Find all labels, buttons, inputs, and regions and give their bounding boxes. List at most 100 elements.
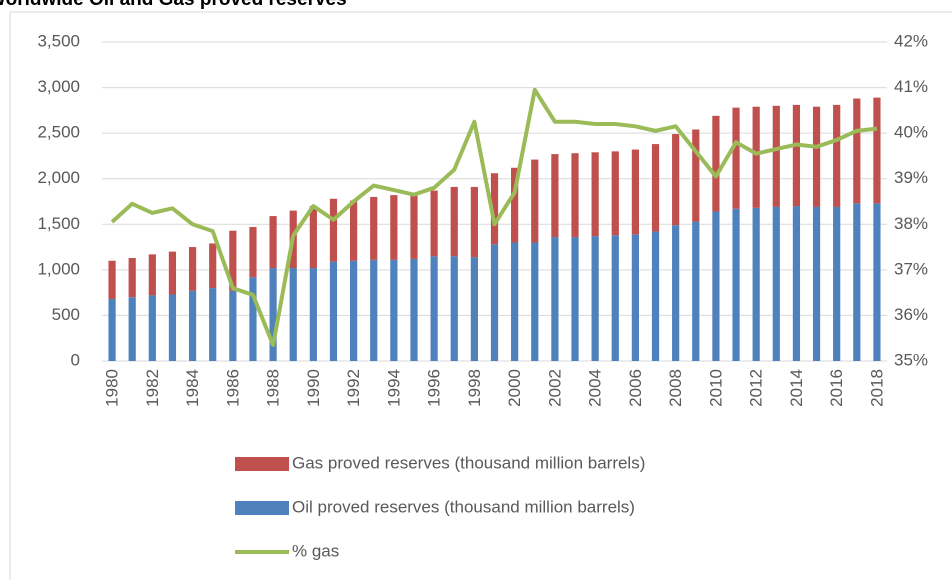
bar bbox=[329, 261, 338, 361]
legend-swatch bbox=[235, 457, 289, 471]
line bbox=[110, 87, 878, 348]
x-tick-label: 1982 bbox=[143, 369, 162, 407]
x-tick-label: 2018 bbox=[867, 369, 886, 407]
bar bbox=[672, 134, 680, 226]
bar bbox=[812, 206, 821, 361]
y-tick-label: 1,000 bbox=[37, 259, 80, 278]
bar bbox=[692, 221, 700, 361]
bar bbox=[350, 200, 358, 261]
bar bbox=[350, 260, 358, 361]
bar bbox=[511, 242, 519, 361]
bar bbox=[571, 237, 579, 361]
x-tick-label: 2016 bbox=[827, 369, 846, 407]
bar bbox=[188, 247, 197, 291]
x-tick-label: 2008 bbox=[666, 369, 685, 407]
bar bbox=[430, 256, 438, 361]
bar bbox=[410, 193, 418, 259]
x-tick-label: 2004 bbox=[586, 369, 605, 407]
legend-label: % gas bbox=[292, 541, 339, 560]
bar bbox=[370, 259, 378, 361]
y-tick-label: 3,500 bbox=[37, 31, 80, 50]
y2-tick-label: 42% bbox=[894, 31, 928, 50]
bar bbox=[309, 268, 317, 361]
x-tick-label: 1994 bbox=[384, 369, 403, 407]
bar bbox=[651, 231, 660, 361]
x-tick-label: 1990 bbox=[304, 369, 323, 407]
bar bbox=[490, 173, 499, 245]
bar bbox=[390, 195, 398, 260]
x-tick-label: 1996 bbox=[425, 369, 444, 407]
bar bbox=[450, 186, 458, 257]
bar bbox=[289, 268, 297, 361]
bar bbox=[269, 216, 277, 269]
bar bbox=[873, 203, 881, 361]
y-tick-label: 0 bbox=[71, 350, 80, 369]
y-tick-label: 1,500 bbox=[37, 214, 80, 233]
bar bbox=[531, 242, 539, 361]
bar bbox=[591, 236, 599, 361]
bar bbox=[168, 251, 177, 295]
x-tick-label: 2014 bbox=[787, 369, 806, 407]
bar bbox=[108, 260, 116, 300]
y2-tick-label: 35% bbox=[894, 350, 928, 369]
x-tick-label: 1998 bbox=[465, 369, 484, 407]
x-tick-label: 1986 bbox=[223, 369, 242, 407]
bar bbox=[551, 154, 559, 238]
bar bbox=[390, 259, 398, 361]
bar bbox=[631, 149, 639, 235]
bar bbox=[752, 207, 760, 361]
bar bbox=[571, 153, 579, 238]
y-tick-label: 2,000 bbox=[37, 168, 80, 187]
y2-tick-label: 39% bbox=[894, 168, 928, 187]
bar bbox=[168, 294, 177, 361]
legend-label: Gas proved reserves (thousand million ba… bbox=[292, 453, 645, 472]
x-tick-label: 1988 bbox=[264, 369, 283, 407]
bar bbox=[752, 106, 760, 208]
x-tick-label: 1992 bbox=[344, 369, 363, 407]
bar bbox=[249, 227, 257, 278]
bar bbox=[732, 107, 740, 209]
bar bbox=[128, 258, 136, 298]
bar bbox=[792, 104, 801, 207]
bar bbox=[833, 104, 841, 207]
bar bbox=[128, 297, 136, 361]
bar bbox=[611, 235, 619, 361]
bar bbox=[148, 254, 156, 296]
y2-tick-label: 38% bbox=[894, 214, 928, 233]
bar bbox=[209, 288, 217, 361]
bar bbox=[651, 144, 660, 232]
bar bbox=[249, 277, 257, 361]
x-tick-label: 1980 bbox=[103, 369, 122, 407]
bar bbox=[672, 225, 680, 361]
bar bbox=[772, 105, 780, 207]
bar bbox=[450, 256, 458, 361]
bar bbox=[692, 129, 700, 222]
x-tick-label: 2000 bbox=[505, 369, 524, 407]
bar bbox=[108, 299, 116, 361]
bar bbox=[531, 159, 539, 243]
bar bbox=[772, 206, 780, 361]
bar bbox=[873, 97, 881, 204]
y-tick-label: 500 bbox=[52, 305, 80, 324]
bar bbox=[732, 208, 740, 361]
bar bbox=[812, 106, 821, 207]
y2-tick-label: 40% bbox=[894, 123, 928, 142]
bar bbox=[370, 196, 378, 260]
bar bbox=[631, 234, 639, 361]
bar bbox=[229, 230, 237, 291]
bar bbox=[551, 237, 559, 361]
bar bbox=[229, 290, 237, 361]
chart-title: Worldwide Oil and Gas proved reserves bbox=[0, 0, 347, 10]
bar bbox=[430, 190, 438, 257]
bar bbox=[188, 290, 197, 361]
bar bbox=[511, 167, 519, 243]
bar bbox=[490, 244, 499, 361]
bar bbox=[792, 206, 801, 361]
y2-tick-label: 41% bbox=[894, 77, 928, 96]
x-tick-label: 2002 bbox=[545, 369, 564, 407]
x-tick-label: 2012 bbox=[747, 369, 766, 407]
y-tick-label: 2,500 bbox=[37, 123, 80, 142]
y2-tick-label: 36% bbox=[894, 305, 928, 324]
bar bbox=[329, 198, 338, 262]
